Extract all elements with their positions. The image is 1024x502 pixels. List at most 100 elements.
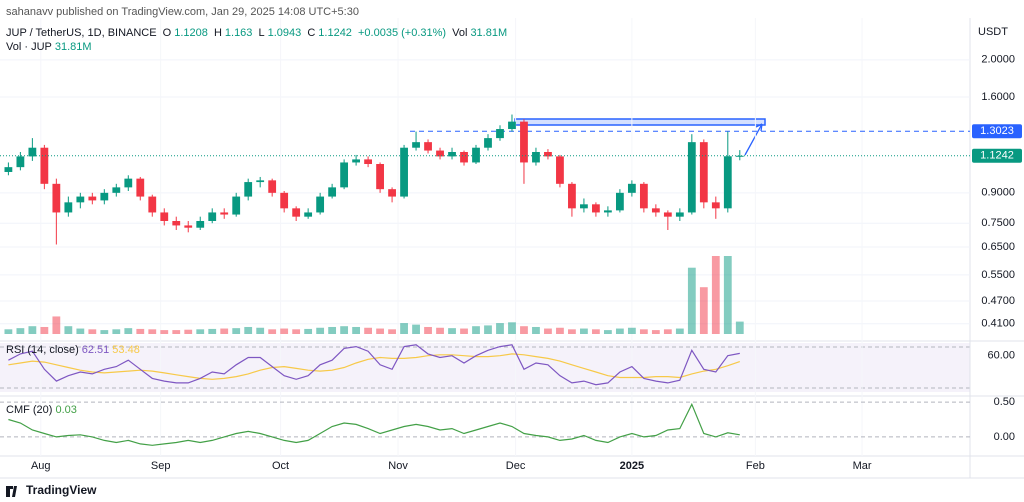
candle-body [472, 147, 480, 163]
candle-body [64, 202, 73, 213]
key: C [307, 27, 316, 39]
volume-bar [627, 327, 636, 334]
y-tick-label: 0.4100 [981, 318, 1015, 330]
published-note: sahanavv published on TradingView.com, J… [6, 6, 359, 18]
x-tick-label: Feb [746, 460, 765, 472]
volume-bar [232, 328, 241, 334]
legend-volume: Vol · JUP 31.81M [6, 41, 95, 53]
key: L [258, 27, 265, 39]
volume-bar [580, 328, 588, 334]
volume-bar [496, 323, 504, 334]
candle-body [675, 212, 684, 217]
volume-bar [220, 328, 229, 334]
volume-bar [532, 326, 540, 334]
volume-bar [124, 328, 133, 334]
price-tag [972, 124, 1022, 139]
candle-body [568, 183, 576, 209]
volume-bar [675, 328, 684, 334]
volume-bar [64, 326, 73, 334]
candle-body [639, 183, 648, 209]
candle-body [735, 155, 744, 157]
candle-body [232, 196, 241, 215]
legend-rsi: RSI (14, close) 62.51 53.48 [6, 344, 143, 356]
candle-body [424, 142, 432, 151]
candle-body [544, 151, 552, 157]
candle-body [508, 121, 516, 130]
candle-body [208, 212, 217, 221]
volume-bar [388, 329, 396, 334]
y-tick-label: 1.6000 [981, 91, 1015, 103]
volume-bar [592, 329, 600, 334]
low: 1.0943 [267, 27, 302, 39]
volume-bar [16, 328, 25, 334]
x-tick-label: Oct [272, 460, 289, 472]
cmf-title: CMF (20) [6, 404, 53, 416]
x-tick-label: Sep [151, 460, 171, 472]
brand: TradingView [26, 483, 97, 497]
x-tick-label: Nov [388, 460, 408, 472]
candle-body [4, 167, 13, 172]
volume-bar [112, 329, 121, 334]
candle-body [340, 162, 349, 188]
volume-bar [148, 329, 157, 334]
volume-bar [76, 328, 85, 334]
candle-body [88, 196, 97, 201]
candle-body [364, 159, 372, 165]
y-tick-label: 0.9000 [981, 187, 1015, 199]
rsi-tick-label: 60.00 [987, 350, 1015, 362]
candle-body [292, 208, 301, 217]
volume-bar [136, 328, 145, 334]
volume-bar [328, 326, 337, 334]
rsi-title: RSI (14, close) [6, 344, 79, 356]
volume-bar [556, 327, 564, 334]
candle-body [28, 147, 37, 157]
volume-bar [4, 329, 13, 334]
key: H [213, 27, 222, 39]
volume-bar [196, 329, 205, 334]
candle-body [412, 142, 420, 148]
volume-bar [28, 326, 37, 334]
rsi-band [0, 343, 970, 392]
candle-body [484, 138, 492, 148]
drawn-rectangle [514, 118, 766, 126]
volume-bar [711, 256, 720, 334]
volume-value: 31.81M [470, 27, 508, 39]
candle-body [52, 183, 61, 213]
candle-body [148, 196, 157, 213]
candle-body [220, 212, 229, 215]
candle-body [556, 156, 564, 184]
volume-bar [172, 330, 181, 334]
volume-bar [340, 326, 349, 334]
volume-bar [100, 330, 109, 334]
candle-body [627, 183, 636, 193]
volume-bar [88, 329, 97, 334]
price-tag-label: 1.1242 [980, 150, 1014, 162]
volume-bar [292, 329, 301, 334]
candle-body [687, 142, 696, 213]
cmf-values-line [8, 402, 740, 446]
candle-body [160, 212, 169, 221]
volume-bar [256, 327, 265, 334]
volume-bar [508, 322, 516, 334]
candle-body [136, 178, 145, 197]
candle-body [376, 164, 384, 190]
volume-bar [400, 323, 408, 334]
key: O [162, 27, 172, 39]
volume-bar [424, 326, 432, 334]
candle-body [615, 192, 624, 211]
candle-body [40, 147, 49, 184]
volume-bar [615, 328, 624, 334]
volume-bar [687, 267, 696, 334]
volume-bar [376, 328, 384, 334]
volume-bar [520, 326, 528, 334]
candle-body [280, 192, 289, 209]
candle-body [460, 151, 468, 163]
candle-body [711, 202, 720, 209]
volume-bar [544, 328, 552, 334]
volume-bar [472, 326, 480, 334]
volume-bar [184, 329, 193, 334]
candle-body [400, 147, 408, 197]
candle-body [112, 187, 121, 193]
candle-body [388, 189, 396, 197]
